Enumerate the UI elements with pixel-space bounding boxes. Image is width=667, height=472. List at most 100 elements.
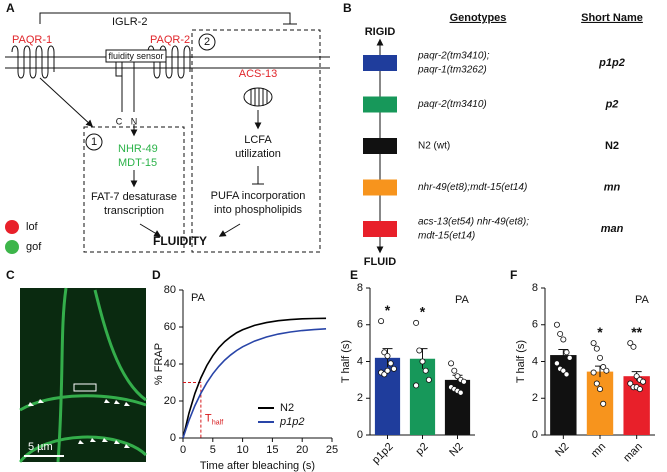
data-point	[419, 358, 426, 365]
y-tick-label: 4	[357, 355, 363, 367]
data-point	[630, 343, 637, 350]
data-point	[563, 349, 570, 356]
genotype: paqr-2(tm3410)	[417, 99, 487, 110]
data-point	[553, 321, 560, 328]
label: fluidity sensor	[108, 51, 163, 61]
y-axis-label: T half (s)	[515, 340, 527, 383]
data-point	[627, 380, 634, 387]
panel-c: C 5 µm	[6, 268, 148, 463]
regulation-line	[39, 12, 297, 25]
significance: **	[631, 324, 642, 340]
x-tick-label: 25	[326, 444, 338, 456]
arrowheads	[28, 399, 130, 448]
enzyme-icon	[250, 88, 268, 106]
data-point	[553, 360, 560, 367]
legend-dot	[5, 220, 19, 234]
y-tick-label: 60	[164, 321, 176, 333]
genotype-color	[363, 55, 397, 71]
genotype: N2 (wt)	[418, 141, 450, 152]
data-point	[563, 371, 570, 378]
data-point	[457, 389, 464, 396]
short-name: mn	[604, 181, 621, 193]
x-tick-label: mn	[589, 441, 608, 460]
data-point	[425, 376, 432, 383]
y-axis-label: T half (s)	[340, 340, 352, 383]
x-tick-label: 5	[210, 444, 216, 456]
genotype: paqr-2(tm3410);	[417, 51, 490, 62]
x-tick-label: 20	[296, 444, 308, 456]
short-name: N2	[605, 140, 619, 152]
y-tick-label: 80	[164, 284, 176, 296]
arrow	[39, 77, 94, 127]
micrograph-feature	[18, 287, 148, 463]
label: PAQR-2	[150, 34, 190, 46]
label: C	[116, 116, 123, 126]
data-point	[378, 318, 385, 325]
panel-letter: A	[6, 1, 15, 15]
significance: *	[385, 302, 391, 318]
x-tick-label: p2	[414, 441, 431, 458]
x-tick-label: 15	[266, 444, 278, 456]
enzyme-icon	[243, 87, 273, 107]
thalf-line	[183, 382, 202, 438]
panel-letter: C	[6, 268, 15, 282]
x-tick-label: 10	[236, 444, 248, 456]
short-name: man	[601, 223, 624, 235]
x-tick-label: man	[621, 441, 645, 465]
y-tick-label: 20	[164, 395, 176, 407]
label: FAT-7 desaturase	[91, 191, 177, 203]
label: into phospholipids	[214, 204, 303, 216]
label: PUFA incorporation	[211, 190, 306, 202]
circle	[198, 33, 216, 51]
bar	[550, 355, 577, 435]
data-point	[597, 354, 604, 361]
label: 2	[204, 36, 210, 48]
circle	[85, 133, 103, 151]
data-point	[640, 378, 647, 385]
data-point	[381, 371, 388, 378]
data-point	[636, 386, 643, 393]
data-point	[627, 340, 634, 347]
x-tick-label: N2	[553, 441, 571, 459]
paqr1-icon	[11, 45, 55, 79]
y-tick-label: 4	[532, 355, 538, 367]
label: lof	[26, 221, 39, 233]
genotype: nhr-49(et8);mdt-15(et14)	[418, 182, 527, 193]
genotype-color	[363, 179, 397, 196]
data-point	[600, 400, 607, 407]
bar	[409, 358, 436, 435]
y-tick-label: 2	[532, 392, 538, 404]
y-axis-label: % FRAP	[153, 343, 165, 385]
significance: *	[597, 324, 603, 340]
genotype-color	[363, 138, 397, 154]
thalf-label: T	[205, 412, 212, 424]
data-point	[593, 380, 600, 387]
y-tick-label: 0	[357, 429, 363, 441]
genotype: paqr-1(tm3262)	[417, 65, 487, 76]
inhibition	[252, 166, 264, 185]
label: 1	[91, 136, 97, 148]
data-point	[566, 354, 573, 361]
label: N	[131, 116, 138, 126]
data-point	[422, 367, 429, 374]
y-tick-label: 40	[164, 358, 176, 370]
data-point	[557, 330, 564, 337]
label: gof	[26, 241, 42, 253]
scale-label: 5 µm	[28, 441, 53, 453]
legend-label: N2	[280, 402, 294, 414]
label: FLUIDITY	[153, 234, 207, 248]
y-tick-label: 0	[170, 432, 176, 444]
label: IGLR-2	[112, 16, 147, 28]
sensor-box	[105, 49, 167, 63]
header: Short Name	[581, 12, 643, 24]
y-tick-label: 8	[532, 282, 538, 294]
data-point	[590, 340, 597, 347]
label: RIGID	[365, 26, 396, 38]
significance: *	[420, 304, 426, 320]
data-point	[460, 378, 467, 385]
data-point	[448, 360, 455, 367]
data-point	[413, 382, 420, 389]
paqr2-icon	[147, 45, 191, 79]
label: FLUID	[364, 256, 396, 268]
